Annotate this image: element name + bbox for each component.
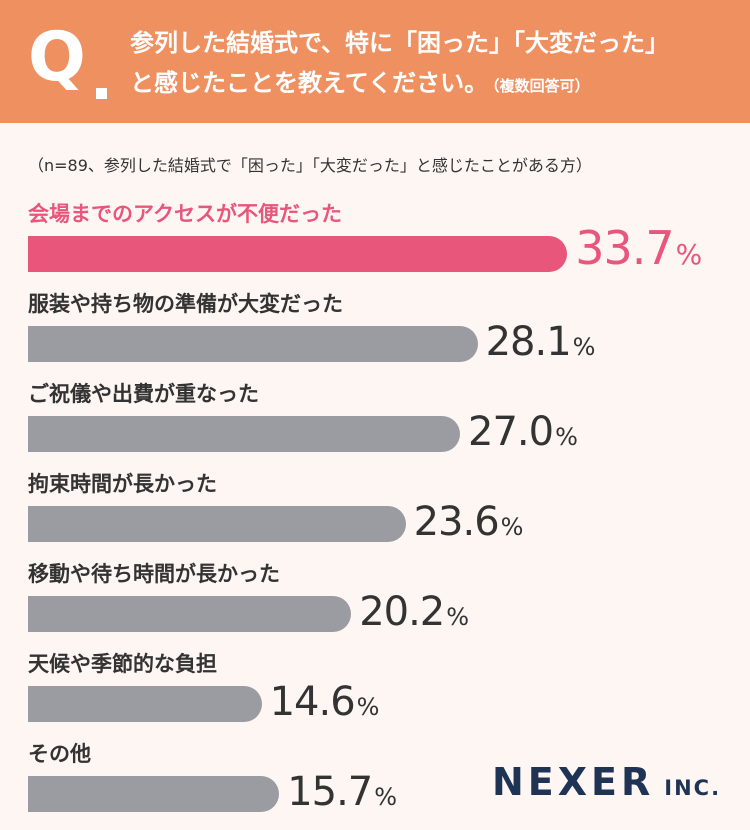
logo-main-text: NEXER xyxy=(492,760,655,804)
value-number: 33.7 xyxy=(575,221,674,275)
category-label: 会場までのアクセスが不便だった xyxy=(28,202,342,226)
chart-row: ご祝儀や出費が重なった 27.0% xyxy=(0,380,750,472)
percent-sign: % xyxy=(356,693,380,721)
value-label: 20.2% xyxy=(359,588,469,641)
value-label: 15.7% xyxy=(287,768,397,821)
bar xyxy=(28,596,352,632)
value-number: 20.2 xyxy=(359,589,445,635)
bar xyxy=(28,776,280,812)
logo-sub-text: INC. xyxy=(664,776,722,800)
bar xyxy=(28,326,478,362)
company-logo: NEXER INC. xyxy=(492,760,721,804)
sample-note: （n=89、参列した結婚式で「困った」「大変だった」と感じたことがある方） xyxy=(28,156,592,175)
percent-sign: % xyxy=(446,603,469,631)
q-mark: Q xyxy=(28,18,86,97)
question-line-1: 参列した結婚式で、特に「困った」「大変だった」 xyxy=(130,29,670,57)
percent-sign: % xyxy=(572,333,596,361)
chart-row: 服装や持ち物の準備が大変だった 28.1% xyxy=(0,290,750,382)
percent-sign: % xyxy=(555,423,578,451)
category-label: 移動や待ち時間が長かった xyxy=(28,562,280,586)
bar xyxy=(28,236,568,272)
category-label: 服装や持ち物の準備が大変だった xyxy=(28,292,343,316)
value-number: 15.7 xyxy=(287,769,373,815)
question-line-2-text: と感じたことを教えてください。 xyxy=(130,69,489,97)
chart-row: 移動や待ち時間が長かった 20.2% xyxy=(0,560,750,652)
category-label: ご祝儀や出費が重なった xyxy=(28,382,259,406)
chart-row: 拘束時間が長かった 23.6% xyxy=(0,470,750,562)
bar xyxy=(28,506,406,542)
category-label: その他 xyxy=(28,742,91,766)
bar xyxy=(28,416,460,452)
value-number: 28.1 xyxy=(485,319,572,365)
percent-sign: % xyxy=(675,238,703,271)
value-label: 23.6% xyxy=(413,498,524,551)
value-label: 14.6% xyxy=(269,678,380,731)
question-line-2: と感じたことを教えてください。 （複数回答可） xyxy=(130,66,590,103)
chart-row: その他 15.7% xyxy=(0,740,750,830)
value-number: 27.0 xyxy=(468,409,554,455)
q-dot xyxy=(96,88,107,99)
chart-row: 会場までのアクセスが不便だった 33.7% xyxy=(0,200,750,292)
percent-sign: % xyxy=(500,513,524,541)
question-header: Q 参列した結婚式で、特に「困った」「大変だった」 と感じたことを教えてください… xyxy=(0,0,750,123)
category-label: 天候や季節的な負担 xyxy=(28,652,217,676)
value-label: 28.1% xyxy=(485,318,596,371)
percent-sign: % xyxy=(374,783,397,811)
question-note: （複数回答可） xyxy=(492,77,590,95)
value-number: 14.6 xyxy=(269,679,356,725)
value-label: 27.0% xyxy=(468,408,578,461)
bar xyxy=(28,686,262,722)
category-label: 拘束時間が長かった xyxy=(28,472,217,496)
value-number: 23.6 xyxy=(413,499,500,545)
chart-row: 天候や季節的な負担 14.6% xyxy=(0,650,750,742)
value-label: 33.7% xyxy=(575,221,703,279)
